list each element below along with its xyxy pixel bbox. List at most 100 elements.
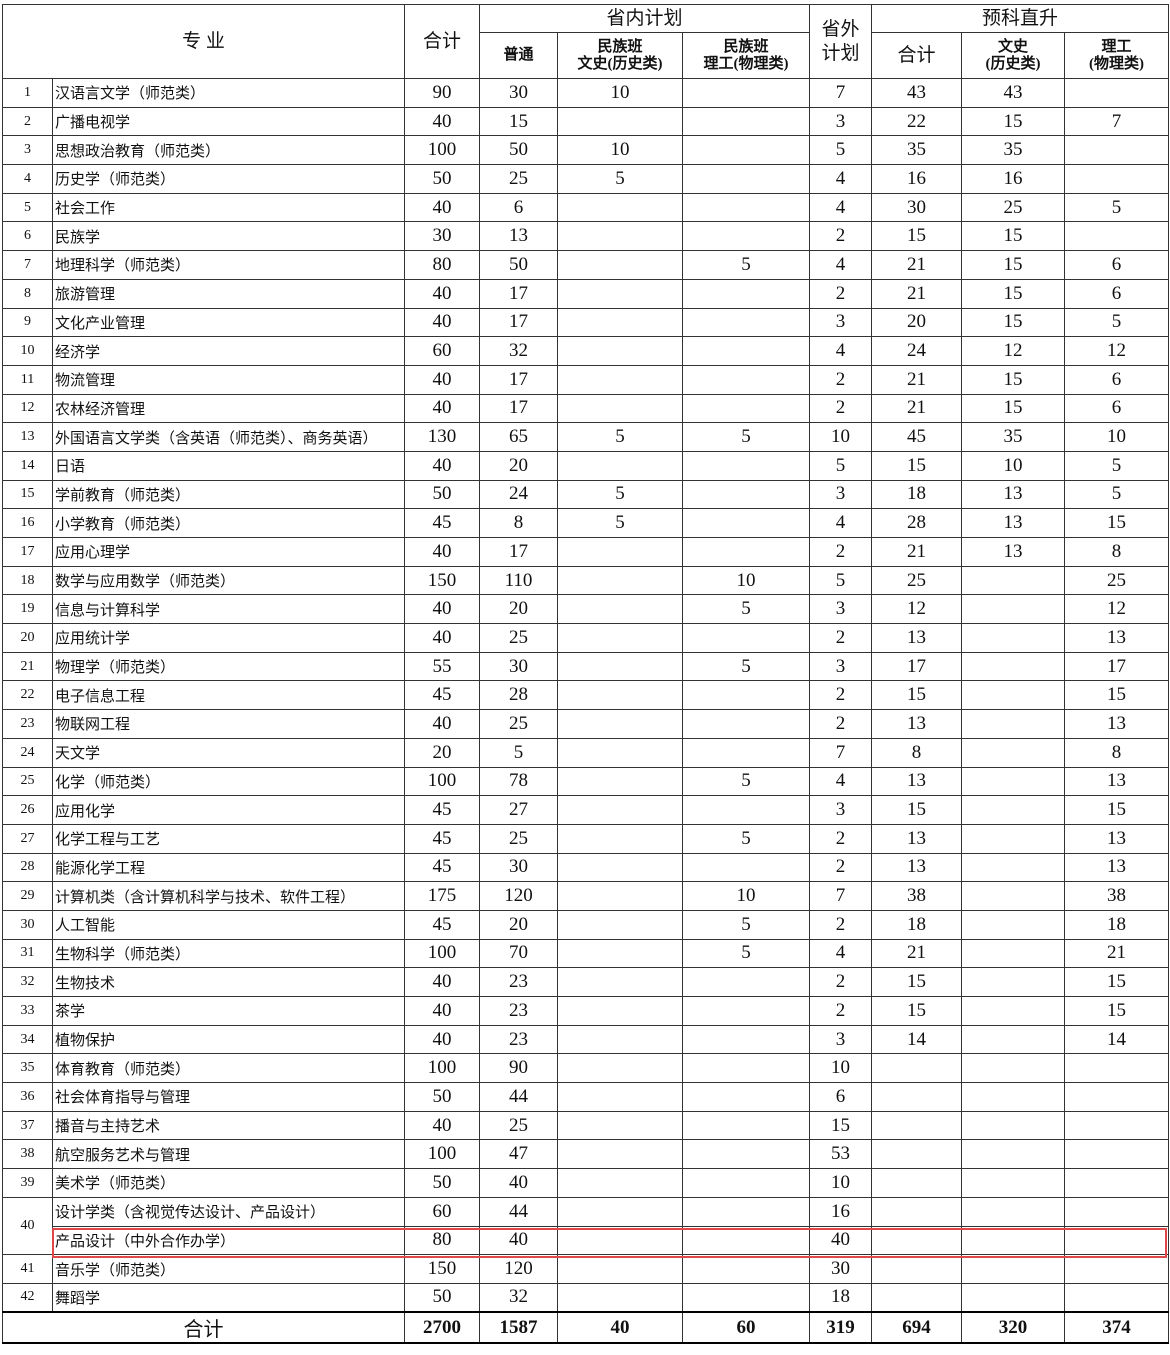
total-cell: 320 — [961, 1311, 1066, 1345]
value-cell: 15 — [1064, 795, 1170, 825]
value-cell: 6 — [809, 1082, 873, 1112]
value-cell: 6 — [479, 192, 559, 223]
value-cell: 17 — [479, 307, 559, 338]
table-row: 32 生物技术 40 23 2 15 15 — [2, 967, 1170, 997]
major-name: 航空服务艺术与管理 — [51, 1139, 406, 1170]
value-cell: 3 — [809, 795, 873, 825]
table-row: 2 广播电视学 40 15 3 22 15 7 — [2, 106, 1170, 137]
value-cell: 44 — [479, 1196, 559, 1227]
row-number: 36 — [2, 1082, 53, 1112]
value-cell: 5 — [682, 909, 811, 940]
value-cell — [1064, 1225, 1170, 1256]
row-number: 11 — [2, 364, 53, 395]
value-cell: 10 — [809, 1053, 873, 1084]
row-number: 34 — [2, 1024, 53, 1055]
row-number: 39 — [2, 1168, 53, 1198]
value-cell: 18 — [809, 1282, 873, 1313]
major-name: 人工智能 — [51, 909, 406, 940]
value-cell — [557, 1110, 684, 1141]
value-cell: 4 — [809, 508, 873, 538]
value-cell: 45 — [871, 422, 963, 452]
table-row: 23 物联网工程 40 25 2 13 13 — [2, 709, 1170, 739]
value-cell: 25 — [479, 623, 559, 653]
major-name: 生物科学（师范类） — [51, 938, 406, 969]
row-number: 26 — [2, 795, 53, 825]
value-cell: 13 — [1064, 823, 1170, 854]
value-cell: 15 — [961, 106, 1066, 137]
header-prep-arts-line1: 文史 — [998, 38, 1029, 55]
value-cell — [1064, 1254, 1170, 1284]
major-name: 产品设计（中外合作办学） — [51, 1225, 406, 1256]
row-number: 7 — [2, 250, 53, 280]
value-cell — [557, 823, 684, 854]
major-name: 物流管理 — [51, 364, 406, 395]
value-cell: 14 — [871, 1024, 963, 1055]
value-cell: 5 — [479, 737, 559, 768]
value-cell — [961, 938, 1066, 969]
table-row: 7 地理科学（师范类） 80 50 5 4 21 15 6 — [2, 250, 1170, 280]
header-ethnic-arts-line1: 民族班 — [597, 38, 643, 55]
value-cell: 50 — [404, 1282, 481, 1313]
value-cell: 15 — [961, 307, 1066, 338]
value-cell — [557, 1254, 684, 1284]
major-name: 旅游管理 — [51, 278, 406, 309]
value-cell: 40 — [809, 1225, 873, 1256]
value-cell: 2 — [809, 996, 873, 1026]
row-number: 41 — [2, 1254, 53, 1284]
value-cell: 5 — [682, 594, 811, 625]
value-cell — [557, 364, 684, 395]
table-row: 8 旅游管理 40 17 2 21 15 6 — [2, 278, 1170, 309]
value-cell: 100 — [404, 938, 481, 969]
header-prep-arts: 文史 (历史类) — [961, 32, 1066, 79]
value-cell: 16 — [961, 164, 1066, 194]
value-cell: 30 — [871, 192, 963, 223]
value-cell: 17 — [871, 651, 963, 682]
row-number: 3 — [2, 135, 53, 166]
major-name: 应用心理学 — [51, 537, 406, 567]
value-cell — [1064, 1082, 1170, 1112]
value-cell — [682, 1225, 811, 1256]
value-cell: 13 — [479, 221, 559, 252]
value-cell: 100 — [404, 1139, 481, 1170]
header-out-province-text: 省外计划 — [821, 18, 860, 64]
value-cell: 40 — [404, 1110, 481, 1141]
major-name: 日语 — [51, 450, 406, 481]
table-row: 15 学前教育（师范类） 50 24 5 3 18 13 5 — [2, 479, 1170, 510]
value-cell: 22 — [871, 106, 963, 137]
value-cell: 20 — [479, 450, 559, 481]
header-major: 专 业 — [1, 4, 406, 79]
table-row: 13 外国语言文学类（含英语（师范类）、商务英语） 130 65 5 5 10 45 35 10 — [2, 422, 1170, 452]
value-cell — [682, 1139, 811, 1170]
value-cell — [682, 1024, 811, 1055]
value-cell — [682, 737, 811, 768]
value-cell — [557, 623, 684, 653]
value-cell: 16 — [809, 1196, 873, 1227]
value-cell: 2 — [809, 967, 873, 997]
value-cell — [961, 623, 1066, 653]
value-cell: 10 — [557, 135, 684, 166]
major-name: 外国语言文学类（含英语（师范类）、商务英语） — [51, 422, 406, 452]
value-cell: 21 — [871, 250, 963, 280]
value-cell — [961, 1282, 1066, 1313]
value-cell: 40 — [404, 192, 481, 223]
table-row: 41 音乐学（师范类） 150 120 30 — [2, 1254, 1170, 1284]
value-cell — [682, 278, 811, 309]
total-cell: 374 — [1064, 1311, 1170, 1345]
value-cell: 15 — [871, 680, 963, 711]
value-cell: 7 — [809, 78, 873, 108]
value-cell: 30 — [479, 651, 559, 682]
table-row: 18 数学与应用数学（师范类） 150 110 10 5 25 25 — [2, 565, 1170, 596]
value-cell — [961, 1053, 1066, 1084]
value-cell — [682, 78, 811, 108]
value-cell: 23 — [479, 1024, 559, 1055]
row-number: 6 — [2, 221, 53, 252]
header-out-province: 省外计划 — [809, 4, 873, 79]
value-cell: 2 — [809, 221, 873, 252]
row-number: 10 — [2, 336, 53, 366]
value-cell — [682, 336, 811, 366]
value-cell: 10 — [1064, 422, 1170, 452]
value-cell: 18 — [871, 479, 963, 510]
value-cell: 2 — [809, 823, 873, 854]
header-ethnic-sci: 民族班 理工(物理类) — [682, 32, 811, 79]
value-cell: 40 — [404, 1024, 481, 1055]
